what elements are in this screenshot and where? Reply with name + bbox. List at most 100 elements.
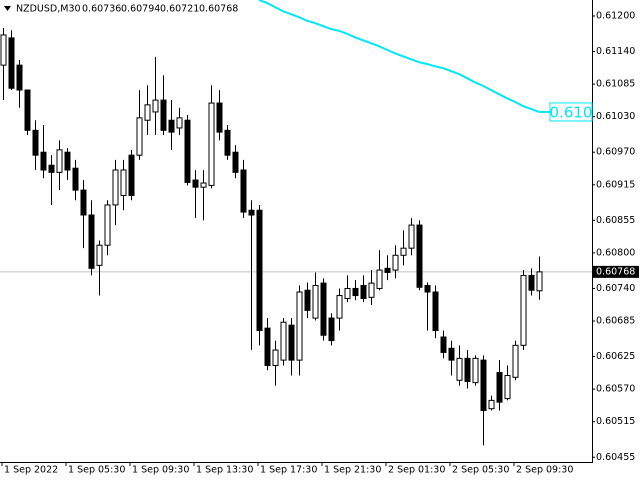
candle-body (24, 89, 31, 131)
candle-body (320, 282, 327, 336)
candle-body (152, 99, 159, 113)
candle-body (144, 104, 151, 121)
candle-body (280, 321, 287, 361)
y-tick-label: 0.61200 (596, 10, 635, 21)
candle-body (488, 399, 495, 410)
candle-body (336, 295, 343, 319)
candle-body (536, 271, 543, 292)
candle-body (456, 357, 463, 381)
candle-body (16, 64, 23, 91)
candle-body (440, 336, 447, 353)
header-close: 0.60768 (199, 4, 238, 15)
candle-body (448, 347, 455, 361)
candle-body (360, 284, 367, 300)
candle-body (432, 291, 439, 332)
candle-body (272, 349, 279, 366)
candle-body (128, 154, 135, 196)
candle-body (368, 282, 375, 298)
candle-body (8, 37, 15, 89)
chart-title: NZDUSD,M30 (16, 4, 81, 15)
candle-body (216, 102, 223, 133)
candle-body (496, 372, 503, 403)
candle-body (240, 169, 247, 213)
candle-body (256, 209, 263, 332)
x-tick-label: 1 Sep 21:30 (324, 465, 381, 476)
candle-body (64, 151, 71, 171)
candle-body (208, 102, 215, 186)
candle-body (72, 167, 79, 191)
moving-average (258, 0, 540, 113)
candle-body (416, 224, 423, 288)
candle-body (88, 214, 95, 269)
candle-body (424, 284, 431, 293)
x-tick-label: 2 Sep 09:30 (516, 465, 573, 476)
menu-arrow[interactable] (4, 6, 11, 11)
x-tick-label: 2 Sep 05:30 (452, 465, 509, 476)
candle-body (400, 247, 407, 256)
y-tick-label: 0.60455 (596, 452, 635, 463)
y-tick-label: 0.60685 (596, 316, 635, 327)
y-tick-label: 0.60970 (596, 147, 635, 158)
candle-body (248, 209, 255, 216)
x-tick-label: 1 Sep 17:30 (260, 465, 317, 476)
candle-body (232, 151, 239, 173)
candle-body (384, 267, 391, 273)
x-tick-label: 1 Sep 09:30 (132, 465, 189, 476)
y-tick-label: 0.60915 (596, 179, 635, 190)
current-price-box (593, 265, 639, 278)
y-tick-label: 0.61140 (596, 46, 635, 57)
candle-body (160, 99, 167, 131)
candle-body (112, 169, 119, 206)
header-open: 0.60736 (82, 4, 121, 15)
y-tick-label: 0.60570 (596, 384, 635, 395)
y-tick-label: 0.60855 (596, 215, 635, 226)
candle-body (192, 179, 199, 188)
candle-body (120, 169, 127, 196)
candle-body (376, 269, 383, 289)
candle-body (408, 224, 415, 249)
candle-body (472, 357, 479, 384)
candle-body (392, 254, 399, 271)
candle-body (264, 327, 271, 366)
candle-body (168, 119, 175, 133)
candle-body (512, 344, 519, 378)
candle-body (312, 284, 319, 319)
candle-body (288, 324, 295, 361)
candle-body (304, 289, 311, 311)
candle-body (528, 274, 535, 291)
candle-body (136, 117, 143, 156)
candle-body (224, 129, 231, 156)
y-tick-label: 0.60740 (596, 283, 635, 294)
candle-body (40, 151, 47, 171)
candle-body (184, 119, 191, 183)
y-tick-label: 0.60515 (596, 416, 635, 427)
candle-body (328, 317, 335, 342)
x-tick-label: 1 Sep 13:30 (196, 465, 253, 476)
ma-label: 0.610 (550, 103, 593, 121)
x-tick-label: 1 Sep 2022 (4, 465, 58, 476)
candle-body (32, 129, 39, 156)
y-tick-label: 0.61030 (596, 111, 635, 122)
y-tick-label: 0.61085 (596, 79, 635, 90)
candle-body (520, 274, 527, 346)
candle-body (56, 149, 63, 173)
candle-body (0, 34, 7, 66)
candle-body (464, 357, 471, 382)
y-tick-label: 0.60625 (596, 351, 635, 362)
candle-body (480, 359, 487, 411)
candle-body (104, 204, 111, 246)
candle-body (96, 244, 103, 266)
candle-body (352, 287, 359, 297)
candle-body (504, 375, 511, 400)
x-tick-label: 1 Sep 05:30 (68, 465, 125, 476)
x-tick-label: 2 Sep 01:30 (388, 465, 445, 476)
header-high: 0.60794 (121, 4, 160, 15)
header-low: 0.60721 (160, 4, 199, 15)
candle-body (296, 291, 303, 361)
candle-body (344, 287, 351, 300)
candle-body (200, 182, 207, 188)
current-price-label: 0.60768 (596, 266, 635, 277)
y-tick-label: 0.60800 (596, 247, 635, 258)
candle-body (48, 164, 55, 173)
